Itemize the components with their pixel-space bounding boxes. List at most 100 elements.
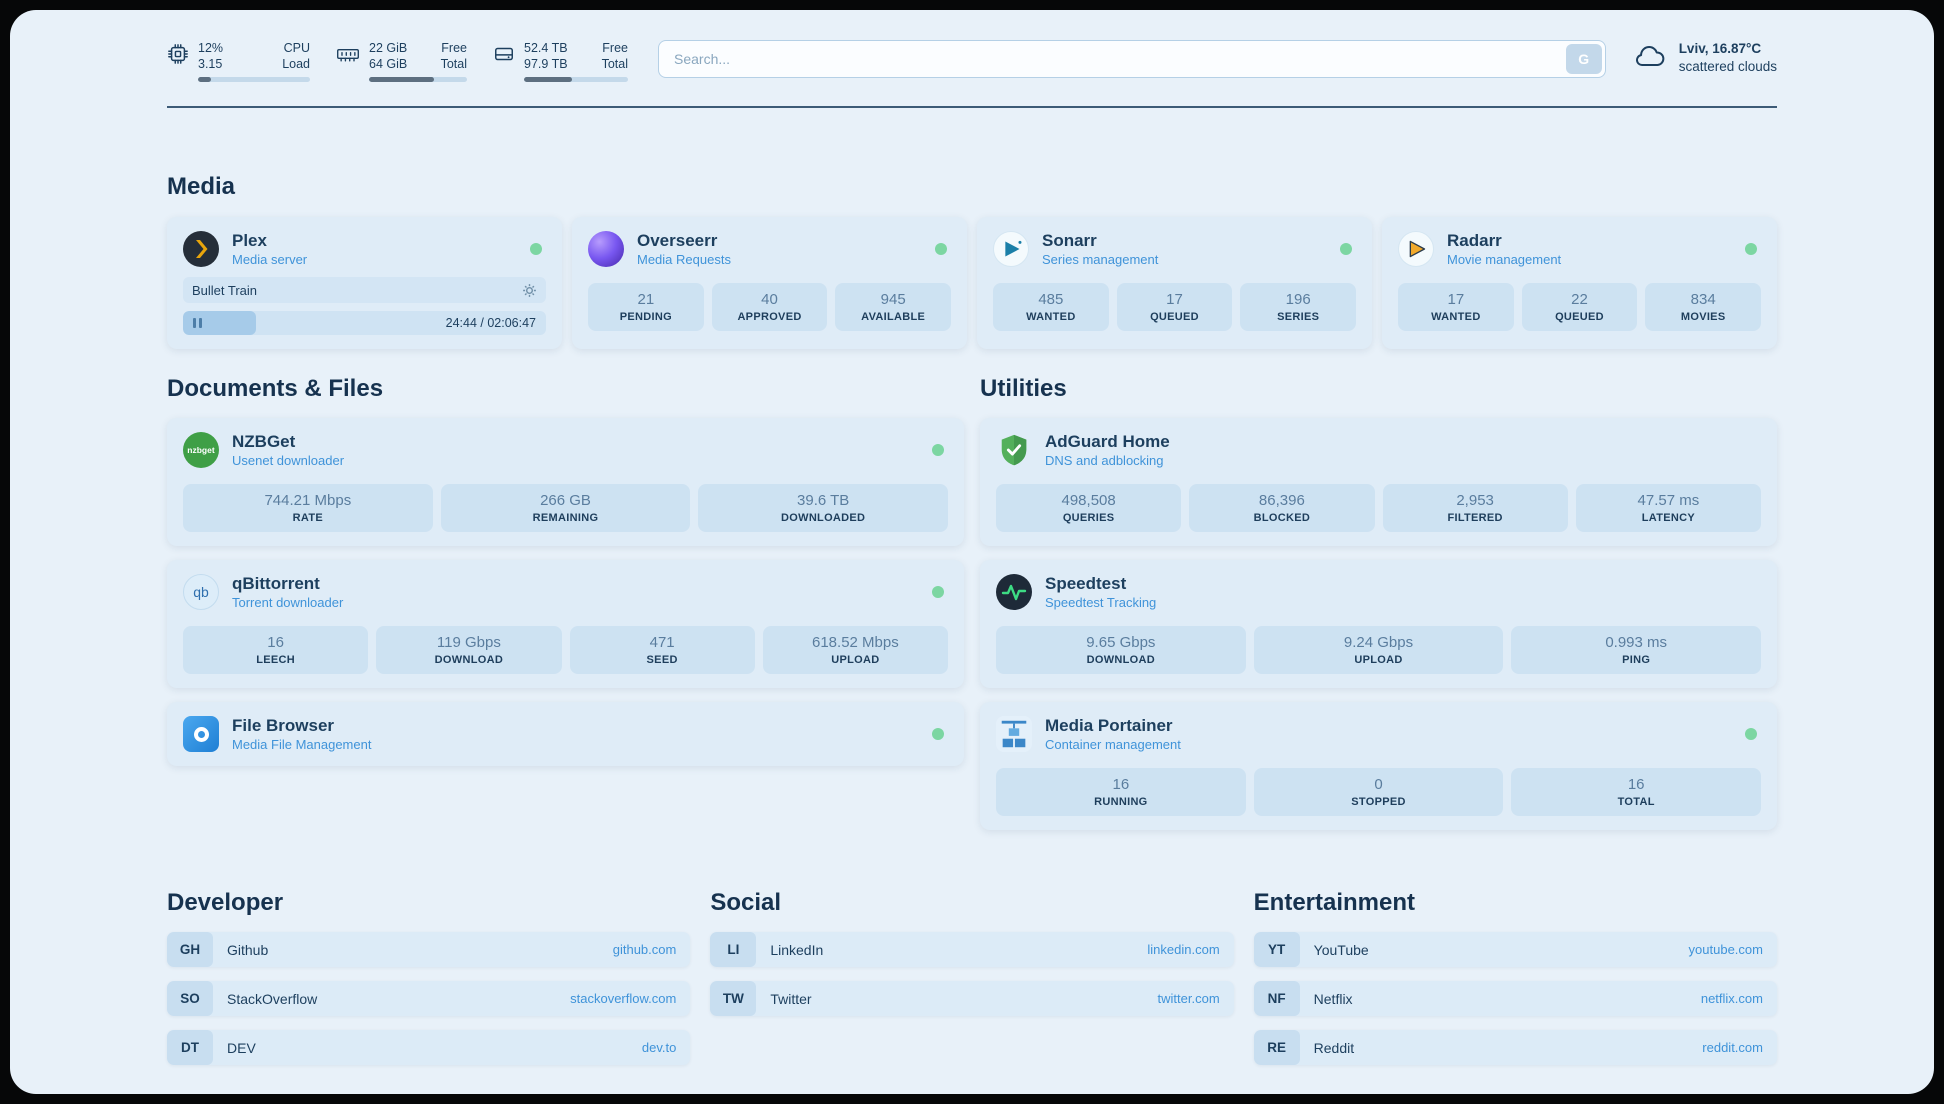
bookmark-reddit[interactable]: RE Reddit reddit.com: [1253, 1030, 1777, 1065]
memory-free-value: 22 GiB: [369, 41, 408, 55]
portainer-stats: 16 RUNNING 0 STOPPED 16 TOTAL: [996, 768, 1762, 816]
cpu-load-label: Load: [282, 57, 310, 71]
overseerr-stats: 21 PENDING 40 APPROVED 945 AVAILABLE: [588, 283, 952, 331]
radarr-title: Radarr: [1447, 231, 1502, 250]
overseerr-icon: [588, 231, 624, 267]
sonarr-subtitle: Series management: [1042, 252, 1159, 267]
bookmark-abbr: LI: [710, 932, 757, 967]
sonarr-card-header: Sonarr Series management: [993, 231, 1356, 267]
bookmark-stackoverflow[interactable]: SO StackOverflow stackoverflow.com: [167, 981, 691, 1016]
radarr-stats: 17 WANTED 22 QUEUED 834 MOVIES: [1398, 283, 1762, 331]
adguard-card[interactable]: AdGuard Home DNS and adblocking 498,508 Q…: [980, 418, 1777, 546]
filebrowser-subtitle: Media File Management: [232, 737, 372, 752]
ram-icon: [336, 43, 360, 70]
bookmark-domain: reddit.com: [1702, 1040, 1763, 1055]
nzbget-status-dot: [932, 444, 944, 456]
disk-total-value: 97.9 TB: [524, 57, 568, 71]
stat-box: 17 QUEUED: [1116, 283, 1233, 331]
bookmark-domain: linkedin.com: [1147, 942, 1220, 957]
portainer-card[interactable]: Media Portainer Container management 16 R…: [980, 702, 1777, 830]
plex-card[interactable]: Plex Media server Bullet Train: [167, 217, 562, 349]
search-input[interactable]: [658, 40, 1606, 78]
bookmark-name: Twitter: [770, 990, 812, 1007]
cpu-load-value: 3.15: [198, 57, 223, 71]
stat-box: 119 Gbps DOWNLOAD: [376, 626, 562, 674]
section-title-developer: Developer: [167, 889, 284, 916]
stat-box: 834 MOVIES: [1645, 283, 1762, 331]
stat-box: 744.21 Mbps RATE: [183, 484, 433, 532]
dashboard-page: 12% CPU 3.15 Load 22 GiB Free 64 Gi: [10, 10, 1934, 1094]
bookmark-name: DEV: [227, 1039, 256, 1056]
filebrowser-title: File Browser: [232, 716, 335, 735]
weather-widget: Lviv, 16.87°C scattered clouds: [1632, 40, 1777, 76]
plex-now-playing-row: Bullet Train: [183, 277, 546, 303]
bookmark-dev[interactable]: DT DEV dev.to: [167, 1030, 691, 1065]
disk-usage-fill: [524, 77, 572, 82]
bookmark-name: Reddit: [1313, 1039, 1355, 1056]
qbittorrent-status-dot: [932, 586, 944, 598]
bookmark-github[interactable]: GH Github github.com: [167, 932, 691, 967]
filebrowser-status-dot: [932, 728, 944, 740]
qbittorrent-card[interactable]: qb qBittorrent Torrent downloader 16 LEEC…: [167, 560, 964, 688]
bookmark-domain: stackoverflow.com: [570, 991, 677, 1006]
sonarr-card[interactable]: Sonarr Series management 485 WANTED 17 QUE…: [977, 217, 1372, 349]
utilities-column: Utilities AdGuard Home: [980, 374, 1777, 830]
media-card-grid: Plex Media server Bullet Train: [167, 217, 1777, 349]
bookmark-domain: twitter.com: [1157, 991, 1220, 1006]
radarr-card-header: Radarr Movie management: [1398, 231, 1761, 267]
qbittorrent-title: qBittorrent: [232, 574, 320, 593]
stat-box: 17 WANTED: [1398, 283, 1514, 331]
adguard-card-header: AdGuard Home DNS and adblocking: [996, 432, 1761, 468]
adguard-shield-icon: [996, 432, 1032, 468]
hard-drive-icon: [493, 43, 515, 70]
overseerr-card[interactable]: Overseerr Media Requests 21 PENDING 40 APP…: [572, 217, 967, 349]
documents-column: Documents & Files nzbget NZBGet Usenet d…: [167, 374, 964, 830]
stat-box: 2,953 FILTERED: [1382, 484, 1568, 532]
plex-status-dot: [530, 243, 542, 255]
disk-widget: 52.4 TB Free 97.9 TB Total: [493, 40, 628, 82]
bookmark-abbr: RE: [1253, 1030, 1300, 1065]
sonarr-stats: 485 WANTED 17 QUEUED 196 SERIES: [993, 283, 1357, 331]
stat-box: 16 TOTAL: [1511, 768, 1762, 816]
speedtest-subtitle: Speedtest Tracking: [1045, 595, 1157, 610]
radarr-status-dot: [1745, 243, 1757, 255]
nzbget-card[interactable]: nzbget NZBGet Usenet downloader 744.21 M…: [167, 418, 964, 546]
adguard-subtitle: DNS and adblocking: [1045, 453, 1164, 468]
gear-icon[interactable]: [522, 283, 537, 298]
memory-widget: 22 GiB Free 64 GiB Total: [336, 40, 467, 82]
bookmark-netflix[interactable]: NF Netflix netflix.com: [1253, 981, 1777, 1016]
search-provider-button[interactable]: G: [1565, 44, 1602, 74]
radarr-card[interactable]: Radarr Movie management 17 WANTED 22 QUEUE…: [1382, 217, 1777, 349]
overseerr-card-header: Overseerr Media Requests: [588, 231, 951, 267]
cpu-widget: 12% CPU 3.15 Load: [167, 40, 310, 82]
filebrowser-card[interactable]: File Browser Media File Management: [167, 702, 964, 766]
plex-progress-time: 24:44 / 02:06:47: [445, 316, 536, 330]
bookmark-abbr: TW: [710, 981, 757, 1016]
plex-progress-bar: 24:44 / 02:06:47: [183, 311, 546, 335]
stat-box: 498,508 QUERIES: [996, 484, 1182, 532]
bookmarks-social: Social LI LinkedIn linkedin.com TW Twitt…: [710, 888, 1234, 1065]
stat-box: 21 PENDING: [588, 283, 704, 331]
stat-box: 47.57 ms LATENCY: [1575, 484, 1761, 532]
qbittorrent-card-header: qb qBittorrent Torrent downloader: [183, 574, 948, 610]
bookmark-twitter[interactable]: TW Twitter twitter.com: [710, 981, 1234, 1016]
memory-usage-fill: [369, 77, 434, 82]
bookmarks-developer: Developer GH Github github.com SO StackO…: [167, 888, 691, 1065]
stat-box: 0.993 ms PING: [1511, 626, 1762, 674]
portainer-status-dot: [1745, 728, 1757, 740]
speedtest-card[interactable]: Speedtest Speedtest Tracking 9.65 Gbps DO…: [980, 560, 1777, 688]
filebrowser-icon: [183, 716, 219, 752]
portainer-crane-icon: [996, 716, 1032, 752]
memory-usage-bar: [369, 77, 467, 82]
bookmark-youtube[interactable]: YT YouTube youtube.com: [1253, 932, 1777, 967]
pause-icon: [193, 318, 196, 328]
stat-box: 16 LEECH: [183, 626, 369, 674]
memory-total-value: 64 GiB: [369, 57, 408, 71]
bookmark-domain: github.com: [612, 942, 677, 957]
bookmark-linkedin[interactable]: LI LinkedIn linkedin.com: [710, 932, 1234, 967]
bookmark-name: Netflix: [1313, 990, 1353, 1007]
bookmark-abbr: YT: [1253, 932, 1300, 967]
speedtest-pulse-icon: [996, 574, 1032, 610]
bookmark-name: LinkedIn: [770, 941, 824, 958]
two-column-area: Documents & Files nzbget NZBGet Usenet d…: [167, 374, 1777, 830]
